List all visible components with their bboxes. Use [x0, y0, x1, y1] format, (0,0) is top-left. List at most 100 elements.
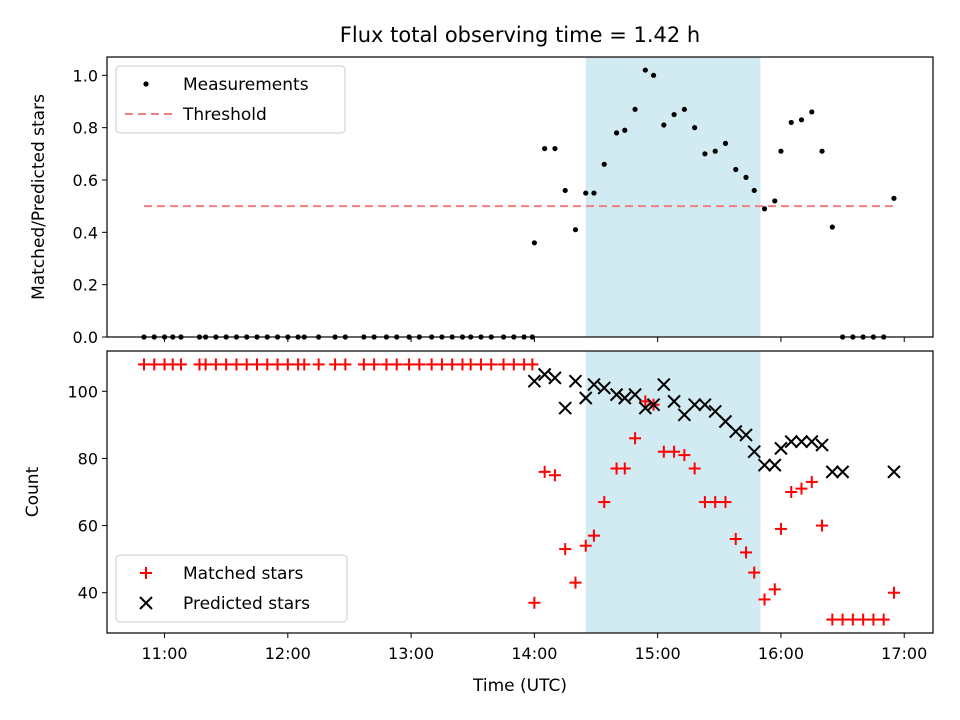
- matched-star-point: [774, 522, 787, 535]
- matched-star-point: [729, 533, 742, 545]
- top-y-tick-label: 0.8: [73, 119, 98, 138]
- measurement-point: [702, 151, 708, 157]
- predicted-star-point: [548, 371, 562, 385]
- matched-star-point: [464, 358, 477, 371]
- matched-star-point: [312, 358, 325, 371]
- bottom-y-tick-label: 60: [78, 517, 98, 536]
- predicted-star-point: [835, 465, 850, 479]
- top-y-tick-label: 1.0: [73, 66, 98, 85]
- x-tick-label: 17:00: [881, 644, 927, 663]
- bottom-axes-frame: [106, 350, 934, 634]
- measurement-point: [642, 67, 648, 73]
- matched-star-point: [329, 358, 342, 371]
- legend-threshold-label: Threshold: [182, 105, 267, 125]
- matched-star-point: [474, 358, 487, 371]
- top-y-axis-label: Matched/Predicted stars: [29, 94, 49, 300]
- matched-star-point: [579, 539, 592, 552]
- matched-star-point: [507, 358, 520, 371]
- chart-title: Flux total observing time = 1.42 h: [340, 23, 700, 47]
- matched-star-point: [826, 613, 839, 626]
- predicted-star-point: [667, 394, 681, 409]
- measurement-point: [733, 166, 739, 173]
- x-tick-label: 12:00: [265, 644, 311, 663]
- matched-star-point: [230, 358, 243, 371]
- matched-star-point: [298, 358, 311, 371]
- measurement-point: [542, 145, 548, 152]
- predicted-star-point: [597, 381, 611, 395]
- measurement-point: [722, 140, 729, 146]
- matched-star-point: [209, 358, 222, 371]
- legend-predicted-label: Predicted stars: [183, 594, 310, 614]
- matched-star-point: [357, 358, 370, 371]
- matched-star-point: [719, 496, 732, 509]
- matched-star-point: [446, 358, 459, 371]
- measurement-point: [681, 106, 687, 112]
- highlight-span-top: [585, 57, 761, 337]
- matched-star-point: [281, 358, 294, 371]
- legend-predicted-marker: [139, 596, 153, 610]
- measurement-point: [613, 130, 620, 136]
- matched-star-point: [569, 576, 582, 589]
- matched-star-point: [526, 358, 539, 371]
- measurement-point: [692, 125, 698, 131]
- matched-star-point: [435, 358, 448, 371]
- matched-star-point: [261, 358, 274, 371]
- predicted-star-point: [657, 377, 671, 392]
- measurement-point: [788, 119, 794, 126]
- highlight-span-bottom: [585, 351, 761, 633]
- matched-star-point: [598, 496, 611, 509]
- measurement-point: [583, 190, 589, 196]
- measurement-point: [809, 109, 815, 115]
- measurement-point: [743, 174, 749, 180]
- matched-star-point: [867, 613, 880, 626]
- top-y-tick-label: 0.0: [73, 328, 98, 347]
- predicted-star-point: [537, 367, 552, 382]
- matched-star-point: [559, 543, 572, 556]
- matched-star-point: [816, 519, 829, 532]
- predicted-stars-points: [527, 367, 901, 479]
- measurement-point: [891, 195, 897, 201]
- matched-star-point: [748, 566, 761, 579]
- predicted-star-point: [698, 398, 712, 412]
- legend-measurements-marker: [143, 81, 149, 87]
- predicted-star-point: [747, 445, 761, 459]
- matched-star-point: [887, 586, 900, 599]
- matched-star-point: [846, 613, 859, 626]
- top-legend-box: [115, 65, 346, 134]
- predicted-star-point: [815, 438, 829, 452]
- predicted-star-point: [646, 398, 661, 412]
- predicted-star-point: [677, 408, 692, 422]
- predicted-star-point: [805, 434, 819, 449]
- x-tick-label: 13:00: [388, 644, 434, 663]
- predicted-star-point: [768, 458, 782, 472]
- matched-star-point: [528, 596, 541, 609]
- matched-star-point: [785, 486, 798, 498]
- matched-star-point: [758, 593, 771, 606]
- bottom-legend-box: [115, 554, 348, 623]
- matched-star-point: [137, 358, 150, 371]
- predicted-star-point: [618, 391, 632, 405]
- x-axis-label: Time (UTC): [472, 676, 567, 696]
- measurement-point: [712, 148, 718, 154]
- measurement-point: [650, 72, 657, 78]
- measurement-point: [798, 117, 805, 123]
- matched-star-point: [403, 358, 416, 371]
- legend-measurements-label: Measurements: [183, 75, 309, 95]
- predicted-star-point: [708, 404, 722, 419]
- matched-star-point: [548, 469, 561, 482]
- bottom-y-tick-label: 40: [78, 584, 98, 603]
- matched-star-point: [805, 475, 818, 488]
- matched-star-point: [390, 358, 403, 371]
- matched-star-point: [220, 358, 233, 371]
- measurement-point: [829, 224, 835, 230]
- bottom-y-axis-label: Count: [23, 466, 43, 517]
- predicted-star-point: [825, 465, 840, 479]
- top-y-tick-label: 0.2: [73, 276, 98, 295]
- matched-star-point: [877, 613, 890, 626]
- x-tick-label: 11:00: [141, 644, 187, 663]
- predicted-star-point: [638, 401, 653, 415]
- matched-star-point: [629, 432, 642, 445]
- predicted-star-point: [628, 387, 642, 402]
- measurement-point: [531, 240, 537, 246]
